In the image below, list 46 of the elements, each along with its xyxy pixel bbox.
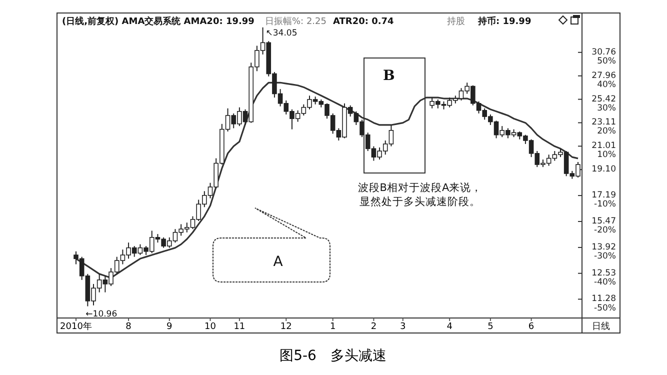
y3-tick-label: -30% — [594, 251, 616, 262]
y-tick-label: 30.76 — [592, 47, 616, 58]
y3-tick-label: -10% — [594, 200, 616, 210]
annotation: 日振幅%: 2.25 — [265, 16, 326, 27]
y3-tick-label: -40% — [594, 277, 616, 288]
x-tick-label: 3 — [400, 322, 406, 332]
x-tick-label: 5 — [488, 322, 494, 332]
annotation: A — [273, 254, 284, 270]
x-tick-label: 12 — [280, 322, 292, 332]
x-tick-label: 10 — [204, 322, 216, 332]
y3-tick-label: -20% — [594, 226, 616, 236]
y-tick-label: 17.19 — [592, 190, 616, 201]
y-tick-label: 12.53 — [592, 268, 616, 278]
annotation: 显然处于多头减速阶段。 — [360, 195, 480, 208]
y-tick-label: 19.10 — [592, 164, 616, 175]
annotation: 持币: 19.99 — [477, 16, 532, 27]
y-tick-label: 21.01 — [592, 141, 616, 152]
y2-tick-label: 40% — [597, 80, 616, 90]
x-tick-label: 1 — [330, 322, 336, 332]
x-tick-label: 9 — [166, 322, 173, 332]
text: 图5-6 多头减速 — [280, 348, 386, 364]
y2-tick-label: 50% — [597, 56, 616, 66]
y3-tick-label: -50% — [594, 303, 616, 314]
y-tick-label: 27.96 — [592, 70, 616, 81]
x-tick-label: 6 — [528, 322, 534, 332]
x-tick-label: 4 — [446, 322, 453, 332]
y2-tick-label: 30% — [597, 103, 616, 114]
x-tick-label: 2010年 — [60, 321, 92, 332]
text: 日线 — [592, 321, 610, 332]
annotation: B — [383, 68, 395, 84]
x-tick-label: 8 — [126, 322, 132, 332]
y2-tick-label: 20% — [597, 126, 616, 137]
y-tick-label: 23.11 — [592, 118, 616, 128]
x-tick-label: 11 — [234, 322, 246, 332]
annotation: ←10.96 — [86, 309, 118, 320]
annotation: 持股 — [447, 16, 465, 27]
annotation: 波段B相对于波段A来说， — [358, 181, 482, 194]
annotation: ATR20: 0.74 — [333, 17, 394, 27]
y2-tick-label: 10% — [597, 150, 616, 160]
annotation: (日线,前复权) AMA交易系统 AMA20: 19.99 — [62, 16, 254, 27]
x-tick-label: 2 — [370, 322, 377, 332]
y-tick-label: 13.92 — [592, 242, 616, 252]
annotation: ↖34.05 — [266, 28, 298, 38]
y-tick-label: 25.42 — [592, 94, 616, 104]
y-tick-label: 11.28 — [592, 294, 616, 304]
y-tick-label: 15.47 — [592, 216, 616, 226]
